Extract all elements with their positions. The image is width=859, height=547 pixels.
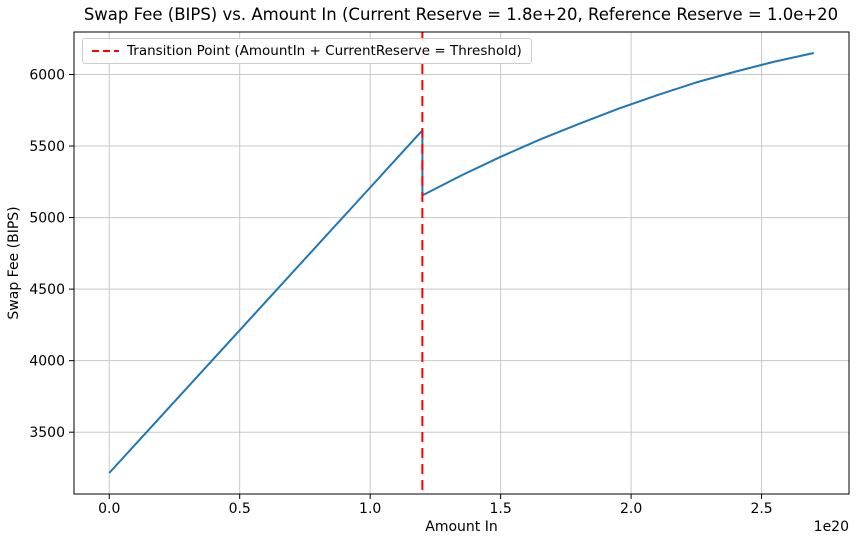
x-tick-label: 1.0 — [359, 501, 381, 517]
x-tick-label: 0.5 — [229, 501, 251, 517]
swap-fee-line — [108, 52, 815, 474]
x-tick-label: 2.0 — [620, 501, 642, 517]
y-tick-label: 4500 — [29, 282, 65, 298]
y-tick-label: 6000 — [29, 67, 65, 83]
y-tick-label: 3500 — [29, 425, 65, 441]
x-tick-label: 2.5 — [750, 501, 772, 517]
legend: Transition Point (AmountIn + CurrentRese… — [82, 38, 532, 64]
legend-label: Transition Point (AmountIn + CurrentRese… — [127, 43, 522, 59]
legend-dash-icon — [92, 50, 119, 52]
y-axis-label: Swap Fee (BIPS) — [6, 206, 22, 319]
y-tick-label: 5500 — [29, 139, 65, 155]
chart-title: Swap Fee (BIPS) vs. Amount In (Current R… — [83, 5, 839, 24]
y-tick-label: 5000 — [29, 211, 65, 227]
x-tick-label: 1.5 — [490, 501, 512, 517]
axes-frame — [73, 31, 850, 495]
y-tick-label: 4000 — [29, 354, 65, 370]
x-tick-label: 0.0 — [98, 501, 120, 517]
x-axis-label: Amount In — [425, 519, 497, 535]
x-offset-text: 1e20 — [814, 519, 849, 535]
